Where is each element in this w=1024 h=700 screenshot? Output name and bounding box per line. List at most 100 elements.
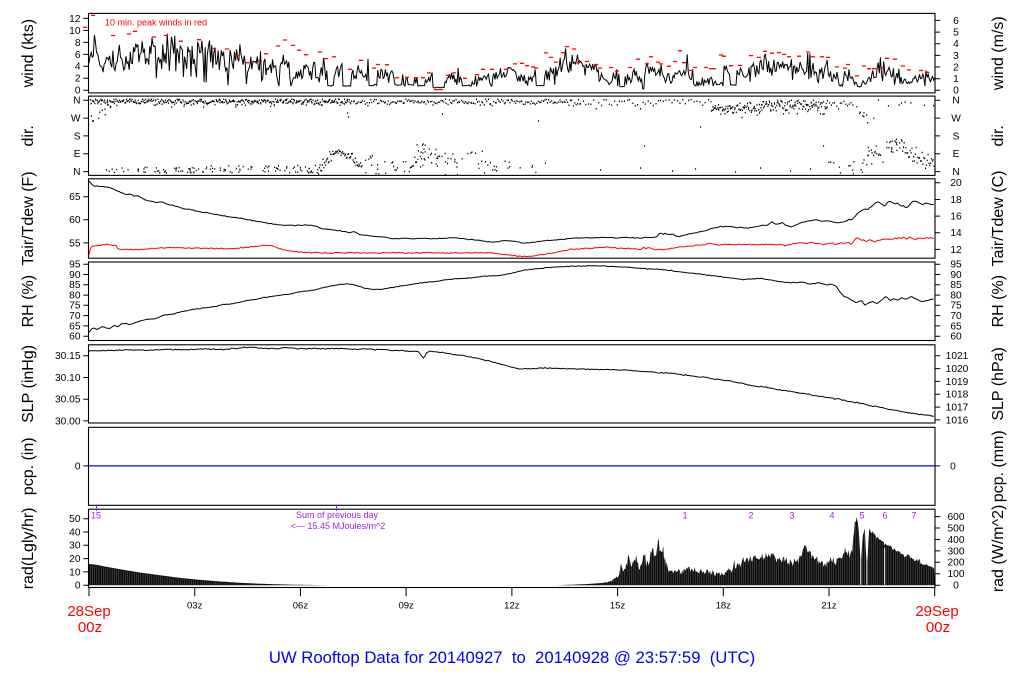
svg-text:95: 95: [69, 260, 81, 271]
svg-text:60: 60: [69, 215, 81, 226]
svg-text:85: 85: [950, 280, 962, 291]
svg-text:2: 2: [75, 74, 81, 85]
svg-text:12: 12: [69, 14, 81, 25]
svg-text:21z: 21z: [821, 601, 837, 612]
svg-text:1: 1: [953, 74, 959, 85]
svg-text:wind (m/s): wind (m/s): [990, 16, 1007, 91]
svg-text:06z: 06z: [293, 601, 309, 612]
svg-text:Sum of previous day: Sum of previous day: [296, 510, 379, 520]
svg-text:S: S: [953, 131, 960, 142]
svg-text:W: W: [71, 114, 81, 125]
svg-text:1018: 1018: [946, 390, 969, 401]
svg-text:W: W: [951, 114, 961, 125]
svg-text:30.15: 30.15: [55, 351, 81, 362]
svg-text:N: N: [73, 167, 80, 178]
svg-text:65: 65: [69, 321, 81, 332]
svg-text:10: 10: [69, 567, 81, 578]
svg-text:6: 6: [953, 16, 959, 27]
svg-text:6: 6: [882, 511, 887, 521]
svg-text:70: 70: [950, 311, 962, 322]
svg-text:90: 90: [950, 270, 962, 281]
svg-text:dir.: dir.: [20, 125, 37, 146]
svg-text:dir.: dir.: [990, 125, 1007, 146]
svg-text:rad(Lgly/hr): rad(Lgly/hr): [20, 507, 37, 589]
svg-text:8: 8: [75, 38, 81, 49]
svg-text:300: 300: [948, 546, 965, 557]
svg-text:2: 2: [953, 62, 959, 73]
svg-text:90: 90: [69, 270, 81, 281]
svg-text:10: 10: [69, 26, 81, 37]
svg-text:1020: 1020: [946, 364, 969, 375]
svg-text:6: 6: [75, 50, 81, 61]
svg-text:5: 5: [859, 511, 864, 521]
svg-text:1016: 1016: [946, 415, 969, 426]
svg-text:80: 80: [950, 291, 962, 302]
svg-text:10 min. peak winds in red: 10 min. peak winds in red: [105, 18, 207, 28]
svg-text:4: 4: [75, 62, 81, 73]
svg-text:N: N: [952, 96, 959, 107]
svg-text:0: 0: [953, 581, 959, 592]
svg-text:18: 18: [950, 195, 962, 206]
svg-text:wind (kts): wind (kts): [20, 19, 37, 88]
svg-text:400: 400: [948, 535, 965, 546]
svg-text:18z: 18z: [716, 601, 732, 612]
svg-text:N: N: [952, 167, 959, 178]
svg-text:55: 55: [69, 238, 81, 249]
svg-text:5: 5: [953, 28, 959, 39]
svg-text:0: 0: [75, 461, 81, 472]
svg-text:03z: 03z: [187, 601, 203, 612]
svg-text:20: 20: [950, 178, 962, 189]
svg-text:RH (%): RH (%): [990, 275, 1007, 327]
svg-text:pcp. (in): pcp. (in): [20, 437, 37, 495]
svg-text:E: E: [953, 149, 960, 160]
svg-text:20: 20: [69, 554, 81, 565]
svg-text:50: 50: [69, 514, 81, 525]
svg-text:60: 60: [950, 332, 962, 343]
svg-text:N: N: [73, 96, 80, 107]
svg-text:30: 30: [69, 541, 81, 552]
svg-text:100: 100: [948, 569, 965, 580]
svg-text:Tair/Tdew (F): Tair/Tdew (F): [20, 171, 37, 265]
svg-text:16: 16: [950, 212, 962, 223]
svg-text:Tair/Tdew (C): Tair/Tdew (C): [990, 170, 1007, 266]
svg-text:00z: 00z: [78, 619, 102, 636]
svg-text:30.00: 30.00: [55, 416, 81, 427]
svg-text:E: E: [74, 149, 81, 160]
svg-text:30.10: 30.10: [55, 373, 81, 384]
svg-text:65: 65: [950, 321, 962, 332]
svg-text:15: 15: [91, 511, 101, 521]
svg-text:7: 7: [911, 511, 916, 521]
svg-text:SLP (hPa): SLP (hPa): [990, 347, 1007, 421]
svg-text:1021: 1021: [946, 351, 969, 362]
svg-text:1019: 1019: [946, 377, 969, 388]
svg-text:80: 80: [69, 291, 81, 302]
svg-text:00z: 00z: [926, 619, 950, 636]
svg-text:60: 60: [69, 332, 81, 343]
svg-text:rad (W/m^2): rad (W/m^2): [990, 505, 1007, 593]
svg-text:RH (%): RH (%): [20, 275, 37, 327]
svg-text:S: S: [74, 131, 81, 142]
svg-text:70: 70: [69, 311, 81, 322]
svg-text:75: 75: [950, 301, 962, 312]
svg-text:UW Rooftop Data for 20140927: UW Rooftop Data for 20140927 to 20140928…: [269, 648, 755, 667]
svg-text:30.05: 30.05: [55, 395, 81, 406]
svg-text:200: 200: [948, 558, 965, 569]
svg-text:2: 2: [748, 511, 753, 521]
svg-text:40: 40: [69, 527, 81, 538]
svg-text:0: 0: [75, 86, 81, 97]
svg-text:29Sep: 29Sep: [915, 603, 958, 620]
svg-text:09z: 09z: [398, 601, 414, 612]
svg-text:1017: 1017: [946, 403, 969, 414]
svg-text:3: 3: [953, 51, 959, 62]
svg-text:28Sep: 28Sep: [67, 603, 110, 620]
svg-text:0: 0: [950, 461, 956, 472]
svg-text:15z: 15z: [610, 601, 626, 612]
svg-text:75: 75: [69, 301, 81, 312]
svg-text:14: 14: [950, 228, 962, 239]
svg-text:3: 3: [789, 511, 794, 521]
svg-text:85: 85: [69, 280, 81, 291]
svg-text:0: 0: [75, 581, 81, 592]
svg-text:12: 12: [950, 245, 962, 256]
svg-text:95: 95: [950, 260, 962, 271]
svg-text:12z: 12z: [504, 601, 520, 612]
